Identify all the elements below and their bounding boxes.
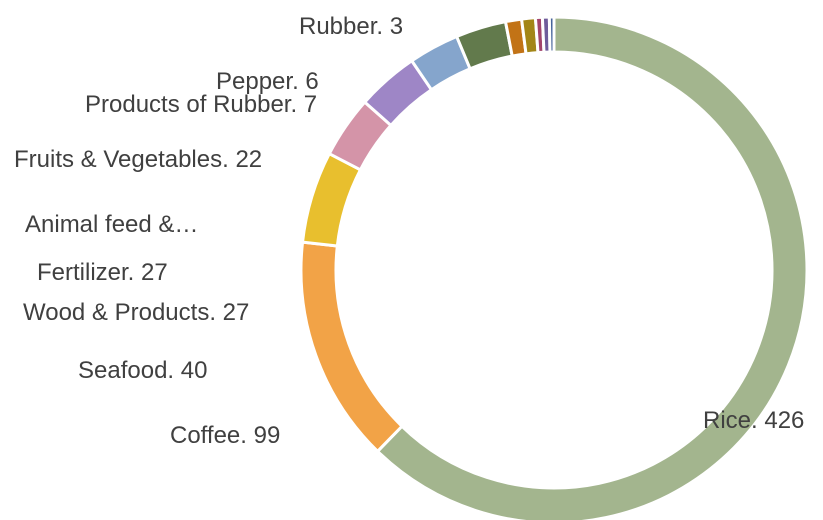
slice-labels: Rubber. 3 Pepper. 6 Products of Rubber. …	[14, 13, 804, 449]
donut-slices	[299, 15, 809, 520]
label-fertilizer: Fertilizer. 27	[37, 259, 168, 286]
label-rubber: Rubber. 3	[299, 13, 403, 40]
slice-coffee	[299, 240, 404, 453]
label-seafood: Seafood. 40	[78, 357, 207, 384]
label-animal-feed: Animal feed &…	[25, 211, 198, 238]
label-wood-products: Wood & Products. 27	[23, 299, 249, 326]
slice-slice-11	[547, 15, 556, 54]
label-rice: Rice. 426	[703, 407, 804, 434]
label-coffee: Coffee. 99	[170, 422, 280, 449]
label-products-of-rubber: Products of Rubber. 7	[85, 91, 317, 118]
slice-seafood	[301, 152, 362, 248]
label-pepper: Pepper. 6	[216, 68, 319, 95]
label-fruits-vegetables: Fruits & Vegetables. 22	[14, 146, 262, 173]
slice-rice	[376, 15, 809, 520]
